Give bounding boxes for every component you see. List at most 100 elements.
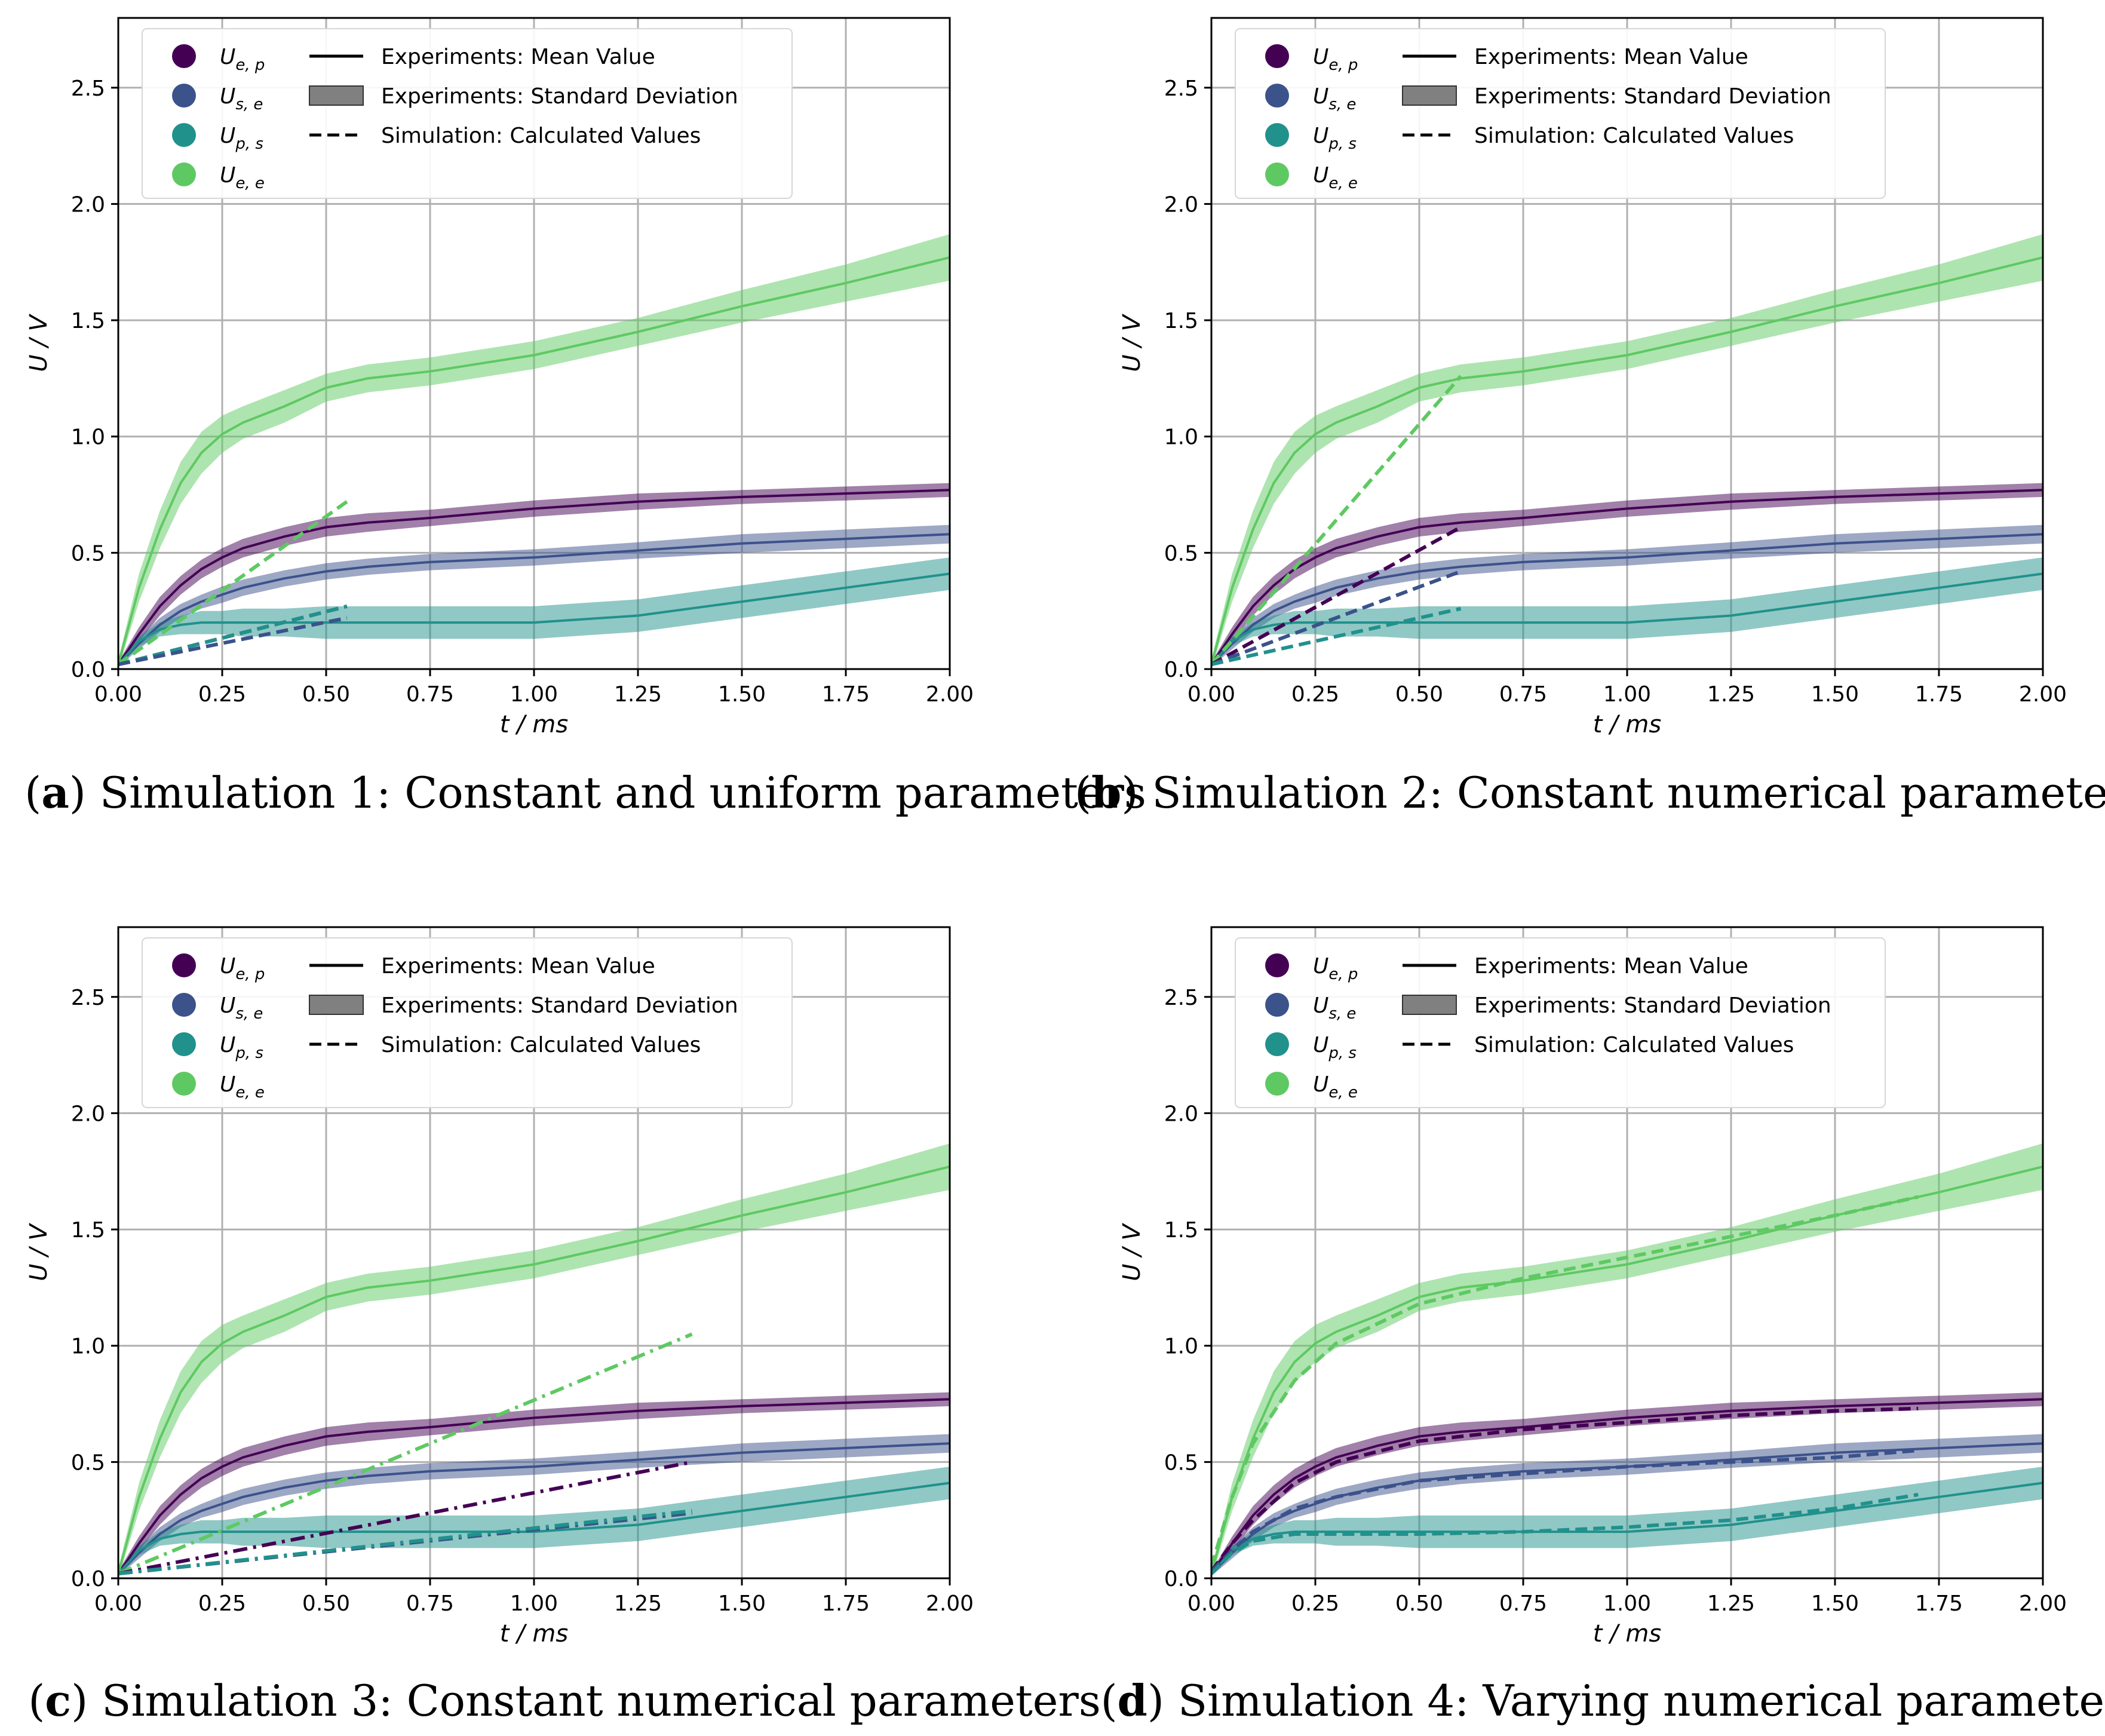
sim-line-uep — [1211, 1406, 1919, 1573]
legend-style-label: Experiments: Mean Value — [381, 45, 655, 69]
x-axis-label: t / ms — [500, 711, 568, 738]
caption-b: (b) Simulation 2: Constant numerical par… — [1075, 767, 2105, 818]
sim-line-uep — [1211, 525, 1462, 666]
legend-marker-u-se — [172, 84, 196, 108]
y-tick-label: 1.0 — [71, 1335, 105, 1359]
mean-line-uep — [118, 1398, 950, 1575]
x-tick-label: 2.00 — [2019, 682, 2067, 707]
legend-series-label: Us, e — [1313, 993, 1356, 1023]
legend-marker-u-ep — [172, 44, 196, 68]
legend-marker-u-ep — [1265, 44, 1289, 68]
legend: Ue, p Us, e Up, s Ue, e Experiments: Mean Va… — [142, 28, 793, 199]
x-tick-label: 0.50 — [302, 682, 350, 707]
legend-std-patch — [309, 995, 364, 1015]
x-axis-label: t / ms — [500, 1620, 568, 1648]
std-band-ups — [1211, 1467, 2043, 1576]
sim-line-use — [118, 616, 348, 667]
sim-line-uep — [118, 1460, 693, 1576]
x-tick-label: 1.00 — [510, 1591, 558, 1616]
legend-marker-u-ep — [172, 953, 196, 977]
legend-style-label: Experiments: Standard Deviation — [381, 993, 738, 1018]
legend-marker-u-ee — [1265, 1072, 1289, 1096]
x-tick-label: 0.50 — [1395, 682, 1443, 707]
sim-line-ups — [118, 1509, 692, 1576]
panel-d: 0.00 0.25 0.50 0.75 1.00 1.25 1.50 1.75 2.00 0.0 0… — [1118, 926, 2067, 1648]
legend-series-label: Ue, e — [1313, 1072, 1358, 1102]
legend-series-label: Us, e — [1313, 84, 1356, 114]
y-tick-label: 2.5 — [1164, 76, 1198, 101]
x-tick-label: 2.00 — [2019, 1591, 2067, 1616]
sim-line-use — [1211, 1448, 1919, 1573]
y-tick-label: 2.5 — [71, 76, 105, 101]
std-band-uep — [1211, 1392, 2043, 1576]
plot-content — [118, 1143, 950, 1578]
y-tick-label: 2.0 — [1164, 192, 1198, 217]
sim-line-ups — [1211, 1492, 1919, 1575]
std-band-ups — [1211, 557, 2043, 667]
mean-line-ups — [118, 1482, 950, 1575]
sim-line-ups — [1211, 606, 1462, 667]
legend-marker-u-ps — [172, 123, 196, 147]
caption-letter: a — [41, 767, 69, 818]
x-tick-label: 1.75 — [822, 1591, 870, 1616]
caption-d: (d) Simulation 4: Varying numerical para… — [1100, 1675, 2105, 1726]
x-tick-label: 1.50 — [718, 682, 766, 707]
mean-line-use — [118, 533, 950, 665]
legend-series-label: Ue, p — [1313, 954, 1358, 983]
mean-line-ups — [1211, 1482, 2043, 1575]
panel-a: 0.00 0.25 0.50 0.75 1.00 1.25 1.50 1.75 2.00 0.0 0… — [25, 17, 974, 738]
mean-line-uep — [1211, 489, 2043, 665]
sim-line-uee — [1211, 375, 1462, 666]
caption-letter: c — [45, 1675, 71, 1726]
x-tick-label: 0.00 — [1187, 682, 1235, 707]
legend-style-label: Experiments: Standard Deviation — [1474, 993, 1831, 1018]
legend-series-label: Ue, p — [220, 954, 265, 983]
mean-line-uep — [118, 489, 950, 665]
y-tick-label: 0.0 — [71, 658, 105, 682]
y-tick-label: 0.5 — [1164, 541, 1198, 566]
legend-series-label: Us, e — [220, 84, 263, 114]
x-tick-label: 1.00 — [510, 682, 558, 707]
y-tick-label: 1.0 — [71, 425, 105, 450]
std-band-uep — [1211, 483, 2043, 667]
y-tick-label: 2.0 — [1164, 1102, 1198, 1126]
legend-style-label: Simulation: Calculated Values — [381, 124, 701, 148]
legend-marker-u-ee — [1265, 162, 1289, 186]
sim-line-ups — [118, 604, 348, 667]
x-tick-label: 0.75 — [406, 1591, 454, 1616]
plot-content — [1211, 1143, 2043, 1578]
x-tick-label: 0.00 — [94, 1591, 142, 1616]
legend-marker-u-ps — [1265, 123, 1289, 147]
legend-marker-u-ee — [172, 1072, 196, 1096]
legend-style-label: Experiments: Mean Value — [381, 954, 655, 979]
x-tick-label: 1.25 — [614, 1591, 662, 1616]
legend-style-label: Experiments: Mean Value — [1474, 954, 1748, 979]
mean-line-uee — [118, 1165, 950, 1574]
y-axis-label: U / V — [1118, 314, 1146, 372]
x-tick-label: 0.75 — [406, 682, 454, 707]
x-tick-label: 1.25 — [1707, 682, 1755, 707]
x-tick-label: 0.00 — [1187, 1591, 1235, 1616]
y-tick-label: 1.0 — [1164, 1335, 1198, 1359]
y-tick-label: 0.0 — [1164, 658, 1198, 682]
legend-marker-u-ps — [1265, 1032, 1289, 1056]
x-tick-label: 0.75 — [1499, 1591, 1547, 1616]
x-tick-label: 1.50 — [718, 1591, 766, 1616]
x-tick-label: 1.50 — [1811, 682, 1859, 707]
y-tick-label: 1.5 — [71, 1218, 105, 1243]
legend-series-label: Up, s — [220, 1033, 263, 1062]
legend-marker-u-ep — [1265, 953, 1289, 977]
mean-line-uep — [1211, 1398, 2043, 1575]
legend-std-patch — [309, 85, 364, 106]
y-tick-label: 0.0 — [1164, 1567, 1198, 1591]
legend-box — [1235, 28, 1886, 199]
legend-series-label: Ue, p — [1313, 45, 1358, 74]
x-tick-label: 1.75 — [1915, 1591, 1963, 1616]
y-axis-label: U / V — [25, 1223, 53, 1281]
mean-line-use — [1211, 533, 2043, 665]
caption-text: Simulation 2: Constant numerical paramet… — [1138, 768, 2105, 818]
legend-box — [142, 937, 793, 1108]
y-tick-label: 0.5 — [1164, 1450, 1198, 1475]
std-band-ups — [118, 557, 950, 667]
